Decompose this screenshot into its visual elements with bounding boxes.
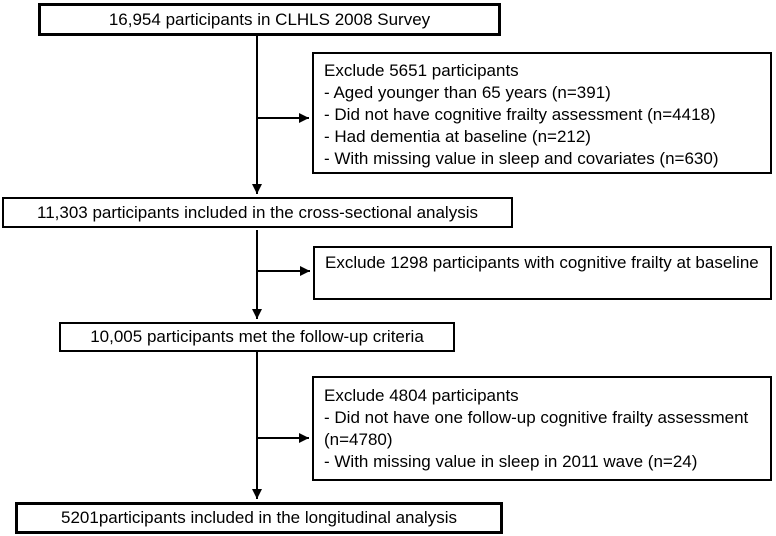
exclusion-1-item-2: - Did not have cognitive frailty assessm… [324, 105, 716, 124]
exclusion-1-item-1: - Aged younger than 65 years (n=391) [324, 83, 611, 102]
exclusion-box-5651: Exclude 5651 participants - Aged younger… [312, 52, 772, 174]
survey-box-label: 16,954 participants in CLHLS 2008 Survey [108, 9, 431, 29]
survey-box: 16,954 participants in CLHLS 2008 Survey [38, 3, 501, 36]
exclusion-3-item-1: - Did not have one follow-up cognitive f… [324, 408, 749, 449]
exclusion-2-title: Exclude 1298 participants with cognitive… [325, 253, 759, 272]
exclusion-3-item-2: - With missing value in sleep in 2011 wa… [324, 452, 698, 471]
exclusion-1-item-3: - Had dementia at baseline (n=212) [324, 127, 591, 146]
longitudinal-box-label: 5201participants included in the longitu… [61, 508, 457, 527]
exclusion-1-title: Exclude 5651 participants [324, 61, 519, 80]
follow-up-box: 10,005 participants met the follow-up cr… [59, 322, 455, 352]
exclusion-1-item-4: - With missing value in sleep and covari… [324, 149, 719, 168]
exclusion-3-title: Exclude 4804 participants [324, 386, 519, 405]
follow-up-box-label: 10,005 participants met the follow-up cr… [90, 327, 424, 346]
exclusion-box-1298: Exclude 1298 participants with cognitive… [313, 246, 772, 300]
exclusion-box-4804: Exclude 4804 participants - Did not have… [312, 376, 772, 481]
cross-sectional-box: 11,303 participants included in the cros… [2, 197, 513, 228]
cross-sectional-box-label: 11,303 participants included in the cros… [37, 202, 478, 222]
longitudinal-box: 5201participants included in the longitu… [15, 502, 503, 534]
